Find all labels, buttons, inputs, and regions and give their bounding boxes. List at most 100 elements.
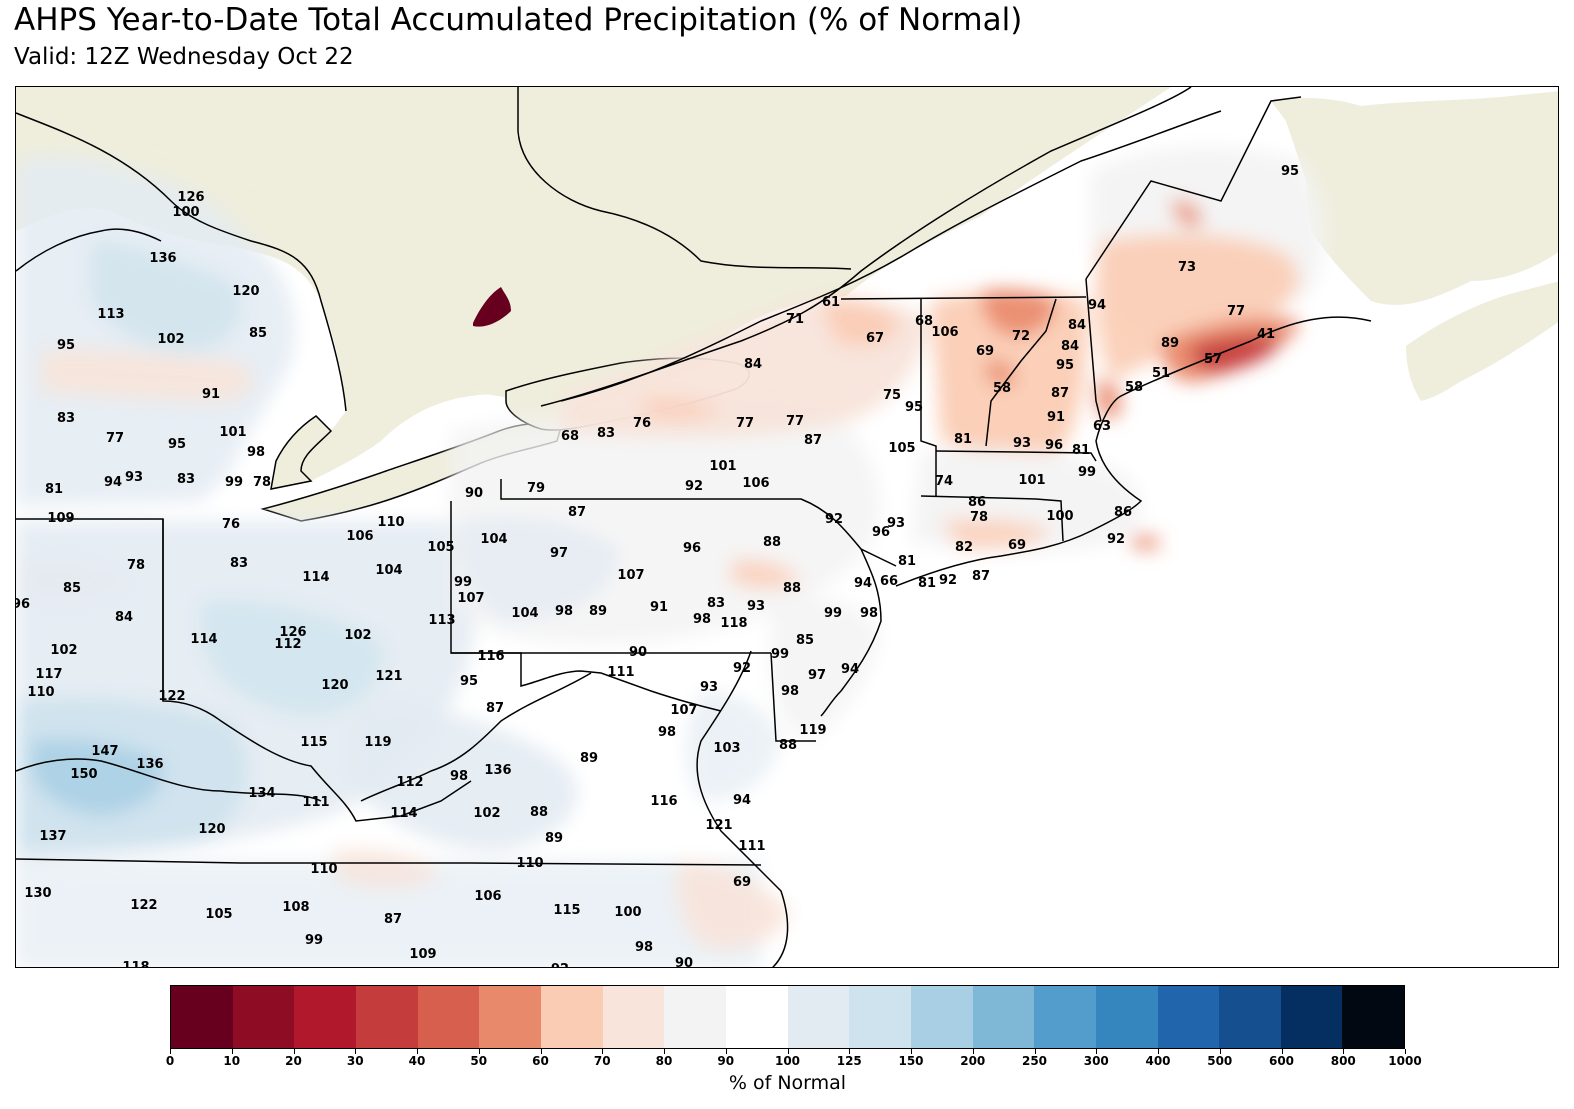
station-value: 114 bbox=[190, 632, 217, 647]
station-value: 88 bbox=[779, 738, 797, 753]
station-value: 81 bbox=[954, 432, 972, 447]
ma-border bbox=[935, 450, 1097, 462]
station-value: 107 bbox=[617, 568, 644, 583]
station-value: 87 bbox=[486, 701, 504, 716]
station-value: 104 bbox=[375, 563, 402, 578]
station-value: 112 bbox=[274, 637, 301, 652]
station-value: 61 bbox=[822, 295, 840, 310]
station-value: 94 bbox=[104, 475, 122, 490]
station-value: 91 bbox=[1047, 410, 1065, 425]
station-value: 89 bbox=[1161, 336, 1179, 351]
station-value: 98 bbox=[658, 725, 676, 740]
station-value: 90 bbox=[629, 645, 647, 660]
station-value: 136 bbox=[149, 251, 176, 266]
station-value: 85 bbox=[63, 581, 81, 596]
colorbar-segment bbox=[910, 986, 973, 1048]
station-value: 90 bbox=[465, 486, 483, 501]
station-value: 92 bbox=[1107, 532, 1125, 547]
station-value: 86 bbox=[1114, 505, 1132, 520]
station-value: 87 bbox=[804, 433, 822, 448]
station-value: 136 bbox=[484, 763, 511, 778]
station-value: 117 bbox=[35, 667, 62, 682]
station-value: 119 bbox=[364, 735, 391, 750]
station-value: 83 bbox=[57, 411, 75, 426]
station-value: 93 bbox=[700, 680, 718, 695]
colorbar-tick-label: 1000 bbox=[1388, 1054, 1422, 1068]
colorbar-tick-label: 80 bbox=[655, 1054, 673, 1068]
station-value: 93 bbox=[887, 516, 905, 531]
station-value: 98 bbox=[247, 445, 265, 460]
lake-huron-bay bbox=[270, 415, 333, 490]
st-lawrence-south bbox=[560, 110, 1222, 402]
station-value: 94 bbox=[733, 793, 751, 808]
michigan-border bbox=[16, 518, 472, 822]
station-value: 75 bbox=[883, 388, 901, 403]
station-value: 107 bbox=[457, 591, 484, 606]
precipitation-map: 126 100 136 120 113 102 85 95 91 83 101 77 95 98 94 93 8… bbox=[15, 86, 1559, 968]
colorbar-tick-label: 10 bbox=[223, 1054, 241, 1068]
station-value: 96 bbox=[16, 597, 30, 612]
colorbar-tick-label: 250 bbox=[1021, 1054, 1048, 1068]
station-value: 63 bbox=[1093, 419, 1111, 434]
station-value: 100 bbox=[1046, 509, 1073, 524]
nh-me-border bbox=[1085, 278, 1102, 422]
canada-us-border-east bbox=[840, 96, 1302, 300]
station-value: 84 bbox=[744, 357, 762, 372]
station-value: 93 bbox=[125, 470, 143, 485]
colorbar-segment bbox=[849, 986, 911, 1048]
colorbar-segment bbox=[171, 986, 233, 1048]
station-value: 150 bbox=[70, 767, 97, 782]
station-value: 104 bbox=[511, 606, 538, 621]
station-value: 106 bbox=[931, 325, 958, 340]
station-value: 81 bbox=[898, 554, 916, 569]
colorbar-segment bbox=[1034, 986, 1096, 1048]
station-value: 111 bbox=[607, 665, 634, 680]
station-value: 92 bbox=[939, 573, 957, 588]
station-value: 83 bbox=[707, 596, 725, 611]
colorbar-segment bbox=[232, 986, 295, 1048]
colorbar-tick-label: 90 bbox=[717, 1054, 735, 1068]
station-value: 106 bbox=[346, 529, 373, 544]
ct-ri-border bbox=[920, 495, 1064, 542]
station-value: 115 bbox=[300, 735, 327, 750]
station-value: 95 bbox=[57, 338, 75, 353]
colorbar-tick-label: 100 bbox=[774, 1054, 801, 1068]
station-value: 95 bbox=[1281, 164, 1299, 179]
station-value: 102 bbox=[50, 643, 77, 658]
station-value: 82 bbox=[955, 540, 973, 555]
colorbar-tick-label: 500 bbox=[1207, 1054, 1233, 1068]
colorbar-tick-label: 60 bbox=[532, 1054, 549, 1068]
pa-ny-border bbox=[500, 479, 897, 567]
ne-coast bbox=[895, 316, 1372, 587]
colorbar-segment bbox=[1219, 986, 1281, 1048]
station-value: 92 bbox=[685, 479, 703, 494]
station-value: 69 bbox=[733, 875, 751, 890]
station-value: 98 bbox=[555, 604, 573, 619]
station-value: 71 bbox=[786, 312, 804, 327]
ny-vt-border bbox=[920, 299, 937, 496]
station-value: 90 bbox=[675, 956, 693, 968]
station-value: 102 bbox=[473, 806, 500, 821]
station-value: 77 bbox=[736, 416, 754, 431]
colorbar-segment bbox=[972, 986, 1035, 1048]
station-value: 104 bbox=[480, 532, 507, 547]
station-value: 77 bbox=[786, 414, 804, 429]
station-value: 91 bbox=[650, 600, 668, 615]
station-value: 41 bbox=[1257, 327, 1275, 342]
station-value: 84 bbox=[1061, 339, 1079, 354]
great-lakes-west bbox=[16, 112, 347, 412]
boundary-lines bbox=[16, 87, 1372, 967]
station-value: 108 bbox=[282, 900, 309, 915]
station-value: 102 bbox=[344, 628, 371, 643]
station-value: 98 bbox=[781, 684, 799, 699]
station-value: 81 bbox=[918, 576, 936, 591]
station-value: 120 bbox=[198, 822, 225, 837]
va-nc-border bbox=[16, 858, 762, 866]
station-value: 111 bbox=[302, 795, 329, 810]
station-value: 78 bbox=[127, 558, 145, 573]
station-value: 98 bbox=[860, 606, 878, 621]
canada-interior bbox=[517, 87, 852, 270]
colorbar-tick-label: 300 bbox=[1083, 1054, 1109, 1068]
colorbar-segment bbox=[540, 986, 603, 1048]
station-value: 78 bbox=[970, 510, 988, 525]
